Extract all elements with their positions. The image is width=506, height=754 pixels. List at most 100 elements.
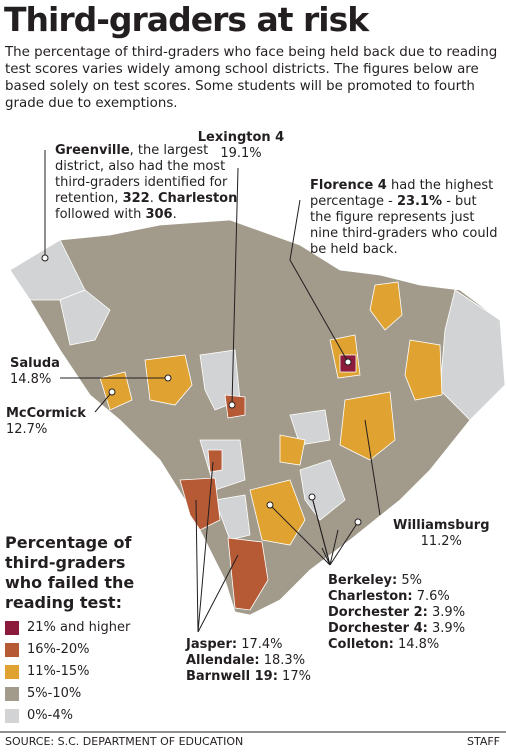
- district-name: Allendale:: [186, 653, 260, 668]
- callout-row: Barnwell 19: 17%: [186, 669, 311, 685]
- legend-item: 5%-10%: [5, 686, 81, 701]
- marker: [228, 401, 236, 409]
- district-value: 3.9%: [432, 605, 466, 620]
- source: SOURCE: S.C. DEPARTMENT OF EDUCATION: [5, 735, 244, 748]
- text: 306: [145, 207, 173, 222]
- legend-swatch: [5, 664, 19, 679]
- text: 14.8%: [10, 372, 52, 387]
- district: [179, 477, 221, 531]
- legend-label: 11%-15%: [27, 664, 90, 679]
- callout-row: Dorchester 2: 3.9%: [328, 605, 465, 621]
- leader: [231, 167, 239, 406]
- callout-saluda: Saluda 14.8%: [10, 356, 60, 388]
- district: [279, 434, 306, 466]
- text: McCormick: [6, 406, 86, 421]
- callout-mccormick: McCormick 12.7%: [6, 406, 86, 438]
- legend-item: 11%-15%: [5, 664, 89, 679]
- callout-southern: Jasper: 17.4% Allendale: 18.3% Barnwell 19…: [186, 637, 311, 685]
- text: Florence 4: [310, 178, 387, 193]
- district-value: 18.3%: [263, 653, 306, 668]
- district: [207, 449, 223, 473]
- leader: [269, 496, 359, 566]
- legend-swatch: [5, 686, 19, 701]
- text: 12.7%: [6, 422, 48, 437]
- callout-williamsburg: Williamsburg 11.2%: [393, 518, 490, 550]
- leader: [195, 461, 239, 633]
- text: Williamsburg: [393, 518, 490, 533]
- marker: [164, 374, 172, 382]
- callout-florence: Florence 4 had the highest percentage - …: [310, 178, 502, 258]
- callout-row: Charleston: 7.6%: [328, 589, 465, 605]
- legend-swatch: [5, 708, 19, 723]
- legend-label: 21% and higher: [27, 620, 131, 635]
- legend-label: 0%-4%: [27, 708, 73, 723]
- district: [439, 289, 506, 421]
- text: .: [172, 207, 177, 222]
- district-name: Dorchester 2:: [328, 605, 428, 620]
- district: [59, 289, 111, 346]
- legend-swatch: [5, 642, 19, 657]
- district-name: Barnwell 19:: [186, 669, 278, 684]
- district: [289, 409, 331, 446]
- marker: [344, 358, 352, 366]
- district-name: Dorchester 4:: [328, 621, 428, 636]
- leader: [289, 199, 349, 363]
- district-value: 5%: [401, 573, 422, 588]
- district-value: 17%: [282, 669, 311, 684]
- district-value: 14.8%: [397, 637, 440, 652]
- district-name: Berkeley:: [328, 573, 398, 588]
- district: [214, 494, 251, 541]
- text: 19.1%: [220, 146, 262, 161]
- callout-row: Dorchester 4: 3.9%: [328, 621, 465, 637]
- callout-row: Berkeley: 5%: [328, 573, 465, 589]
- callout-coastal: Berkeley: 5% Charleston: 7.6% Dorchester 2…: [328, 573, 465, 653]
- marker: [354, 518, 362, 526]
- intro: The percentage of third-graders who face…: [5, 45, 498, 111]
- district: [299, 459, 346, 521]
- text: - but the figure represents just nine th…: [310, 194, 498, 257]
- legend-title: Percentage of third-graders who failed t…: [5, 533, 135, 612]
- text: , the largest district, also had the mos…: [55, 143, 228, 206]
- district-name: Colleton:: [328, 637, 394, 652]
- text: Charleston: [157, 191, 238, 206]
- legend-item: 21% and higher: [5, 620, 130, 635]
- callout-row: Jasper: 17.4%: [186, 637, 311, 653]
- marker: [266, 501, 274, 509]
- district: [404, 339, 443, 401]
- text: 23.1%: [396, 194, 443, 209]
- text: had the highest percentage -: [310, 178, 494, 209]
- text: .: [149, 191, 158, 206]
- district: [369, 281, 403, 331]
- text: 322: [122, 191, 150, 206]
- callout-lexington: Lexington 4 19.1%: [196, 130, 286, 162]
- legend-label: 5%-10%: [27, 686, 82, 701]
- callout-greenville: Greenville, the largest district, also h…: [55, 143, 240, 223]
- district: [339, 391, 396, 461]
- legend-label: 16%-20%: [27, 642, 90, 657]
- text: Greenville: [55, 143, 130, 158]
- title: Third-graders at risk: [4, 0, 369, 39]
- callout-row: Colleton: 14.8%: [328, 637, 465, 653]
- legend-item: 0%-4%: [5, 708, 73, 723]
- district-value: 3.9%: [432, 621, 466, 636]
- marker: [108, 388, 116, 396]
- text: Saluda: [10, 356, 60, 371]
- leader: [364, 419, 381, 516]
- district-value: 7.6%: [416, 589, 450, 604]
- text: 11.2%: [420, 534, 462, 549]
- credit: STAFF: [466, 735, 500, 748]
- district-name: Jasper:: [186, 637, 238, 652]
- text: Lexington 4: [197, 130, 285, 145]
- legend-swatch: [5, 620, 19, 635]
- district: [99, 371, 133, 411]
- leader: [94, 391, 113, 413]
- district-value: 17.4%: [241, 637, 283, 652]
- callout-row: Allendale: 18.3%: [186, 653, 311, 669]
- text: followed with: [55, 207, 146, 222]
- marker: [41, 254, 49, 262]
- marker: [308, 493, 316, 501]
- legend-item: 16%-20%: [5, 642, 89, 657]
- district-name: Charleston:: [328, 589, 413, 604]
